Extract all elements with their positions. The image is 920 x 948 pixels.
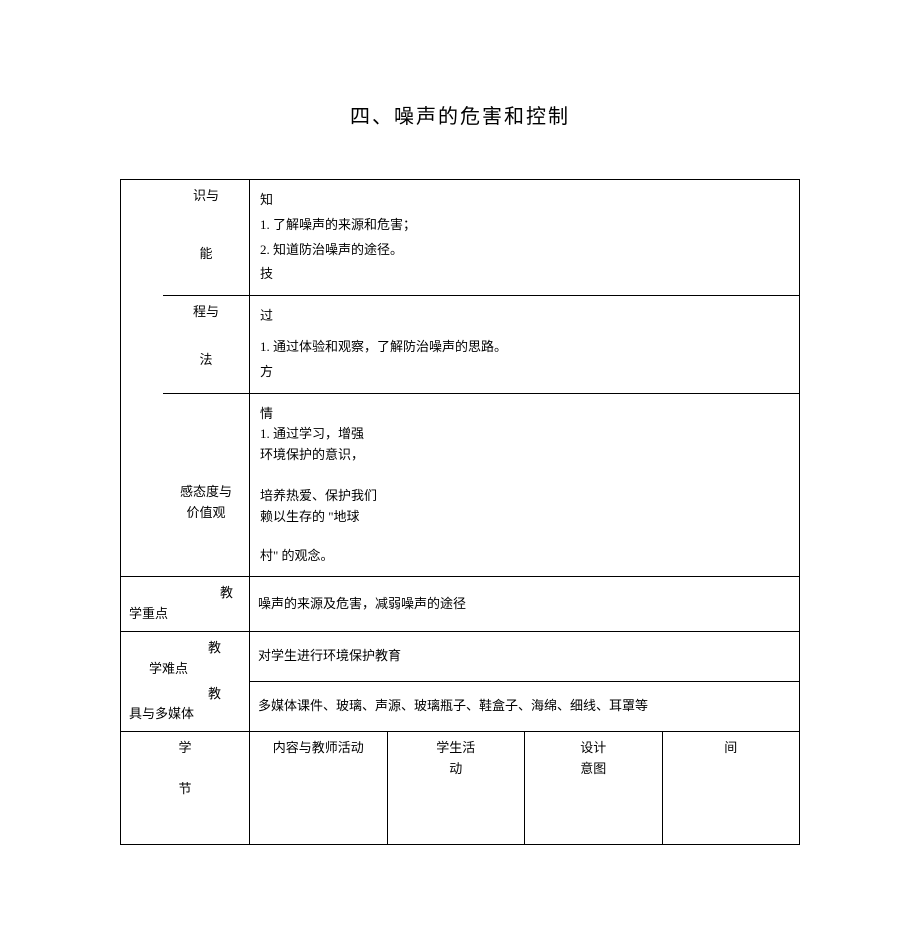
s2-item1: 1. 通过体验和观察，了解防治噪声的思路。 (260, 337, 789, 358)
media-content: 多媒体课件、玻璃、声源、玻璃瓶子、鞋盒子、海绵、细线、耳罩等 (250, 682, 800, 732)
s3-top: 情 (260, 404, 789, 425)
hdr3a: 学生活 (396, 738, 517, 759)
s1-content: 知 1. 了解噪声的来源和危害； 2. 知道防治噪声的途径。 技 (250, 180, 800, 296)
difficulty-content: 对学生进行环境保护教育 (250, 631, 800, 681)
lesson-plan-table: 识与 知 1. 了解噪声的来源和危害； 2. 知道防治噪声的途径。 技 能 程与 (120, 179, 800, 845)
media-top: 教 (129, 684, 241, 705)
hdr4a: 设计 (533, 738, 654, 759)
objectives-side-cell (121, 180, 164, 577)
kp-bot: 学重点 (129, 604, 241, 625)
s1-label-a: 识与 (163, 180, 250, 238)
s2-label-a: 程与 (163, 296, 250, 345)
s3-content-b: 培养热爱、保护我们赖以生存的 "地球 村" 的观念。 (250, 476, 800, 577)
s1-mid2: 技 (260, 264, 789, 285)
s2-mid2: 方 (260, 362, 789, 383)
diff-top: 教 (129, 638, 241, 659)
keypoint-label: 教 学重点 (121, 577, 250, 632)
s1-item2: 2. 知道防治噪声的途径。 (260, 240, 789, 261)
s3-p1: 1. 通过学习，增强环境保护的意识， (260, 424, 370, 466)
s3-mid2: 价值观 (171, 503, 241, 524)
hdr-intent: 设计 意图 (525, 732, 663, 845)
s1-mid: 识与 (171, 186, 241, 207)
s2-mid: 程与 (171, 302, 241, 323)
hdr-student: 学生活 动 (387, 732, 525, 845)
s1-bot: 能 (171, 244, 241, 265)
s3-p2: 培养热爱、保护我们赖以生存的 "地球 (260, 486, 380, 528)
kp-top: 教 (129, 583, 241, 604)
hdr1b: 节 (129, 779, 241, 800)
diff-bot: 学难点 (129, 659, 241, 680)
hdr3b: 动 (396, 759, 517, 780)
s2-top: 过 (260, 306, 789, 327)
page-title: 四、噪声的危害和控制 (120, 100, 800, 129)
s1-item1: 1. 了解噪声的来源和危害； (260, 215, 789, 236)
s2-content: 过 1. 通过体验和观察，了解防治噪声的思路。 方 (250, 296, 800, 393)
s2-label-b: 法 (163, 344, 250, 393)
media-bot: 具与多媒体 (129, 704, 241, 725)
hdr-teacher: 内容与教师活动 (250, 732, 388, 845)
s1-top: 知 (260, 190, 789, 211)
diff-media-label: 教 学难点 教 具与多媒体 (121, 631, 250, 731)
hdr1a: 学 (129, 738, 241, 759)
s3-p3: 村" 的观念。 (260, 546, 789, 567)
hdr-time: 间 (662, 732, 800, 845)
hdr-section: 学 节 (121, 732, 250, 845)
s3-label-b: 感态度与 价值观 (163, 476, 250, 577)
s3-label-a (163, 393, 250, 476)
keypoint-content: 噪声的来源及危害，减弱噪声的途径 (250, 577, 800, 632)
s3-content-a: 情 1. 通过学习，增强环境保护的意识， (250, 393, 800, 476)
hdr4b: 意图 (533, 759, 654, 780)
s3-mid: 感态度与 (171, 482, 241, 503)
s1-label-b: 能 (163, 238, 250, 296)
s2-bot: 法 (171, 350, 241, 371)
